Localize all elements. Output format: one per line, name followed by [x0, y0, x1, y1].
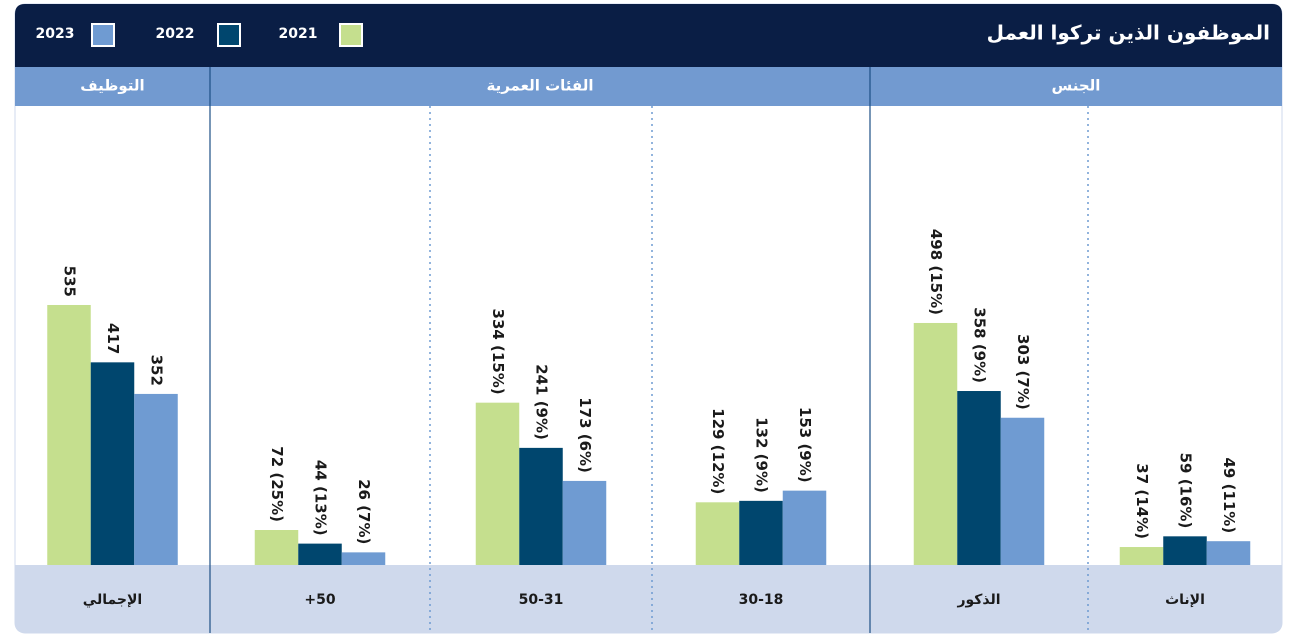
bar — [782, 490, 827, 565]
legend-label: 2023 — [36, 26, 75, 42]
bar — [134, 393, 178, 565]
value-label: 44 (13%) — [312, 460, 330, 536]
legend-swatch — [91, 23, 115, 47]
category-label: 30-18 — [739, 592, 784, 608]
group-label: التوظيف — [80, 77, 144, 95]
value-label: 241 (9%) — [533, 364, 551, 440]
bar — [475, 402, 520, 565]
value-label: 72 (25%) — [268, 446, 286, 522]
bar — [519, 447, 563, 565]
chart-title: الموظفون الذين تركوا العمل — [987, 21, 1270, 45]
category-label: الإجمالي — [83, 592, 142, 608]
legend-label: 2021 — [279, 26, 318, 42]
value-label: 535 — [61, 266, 79, 297]
group-label: الجنس — [1052, 77, 1101, 95]
value-label: 153 (9%) — [796, 407, 814, 483]
bar — [695, 502, 740, 565]
category-label: الذكور — [956, 592, 1000, 608]
value-label: 352 — [148, 355, 166, 386]
group-band — [15, 67, 1282, 106]
bar — [1163, 536, 1207, 565]
category-label: 50-31 — [519, 592, 564, 608]
bar — [47, 304, 91, 565]
bar — [1206, 541, 1251, 565]
value-label: 334 (15%) — [489, 309, 507, 395]
value-label: 358 (9%) — [971, 307, 989, 383]
legend-swatch — [339, 23, 363, 47]
value-label: 132 (9%) — [753, 417, 771, 493]
category-band — [15, 565, 1282, 633]
value-label: 417 — [104, 323, 122, 354]
value-label: 49 (11%) — [1220, 457, 1238, 533]
group-label: الفئات العمرية — [487, 77, 594, 95]
value-label: 37 (14%) — [1133, 463, 1151, 539]
bar — [90, 362, 135, 565]
value-label: 26 (7%) — [355, 479, 373, 544]
header-bar — [15, 4, 1282, 67]
bar — [1119, 547, 1164, 565]
bar — [562, 480, 607, 565]
bar — [957, 391, 1001, 565]
value-label: 498 (15%) — [927, 229, 945, 315]
bar — [913, 322, 958, 565]
value-label: 59 (16%) — [1177, 453, 1195, 529]
bar — [341, 552, 386, 565]
value-label: 129 (12%) — [709, 408, 727, 494]
category-label: +50 — [304, 592, 335, 608]
bar — [298, 543, 342, 565]
value-label: 303 (7%) — [1014, 334, 1032, 410]
bar — [254, 530, 299, 565]
bar — [1000, 417, 1045, 565]
category-label: الإناث — [1165, 592, 1205, 608]
value-label: 173 (6%) — [576, 397, 594, 473]
legend-label: 2022 — [156, 26, 195, 42]
bar — [739, 500, 783, 565]
legend-swatch — [217, 23, 241, 47]
